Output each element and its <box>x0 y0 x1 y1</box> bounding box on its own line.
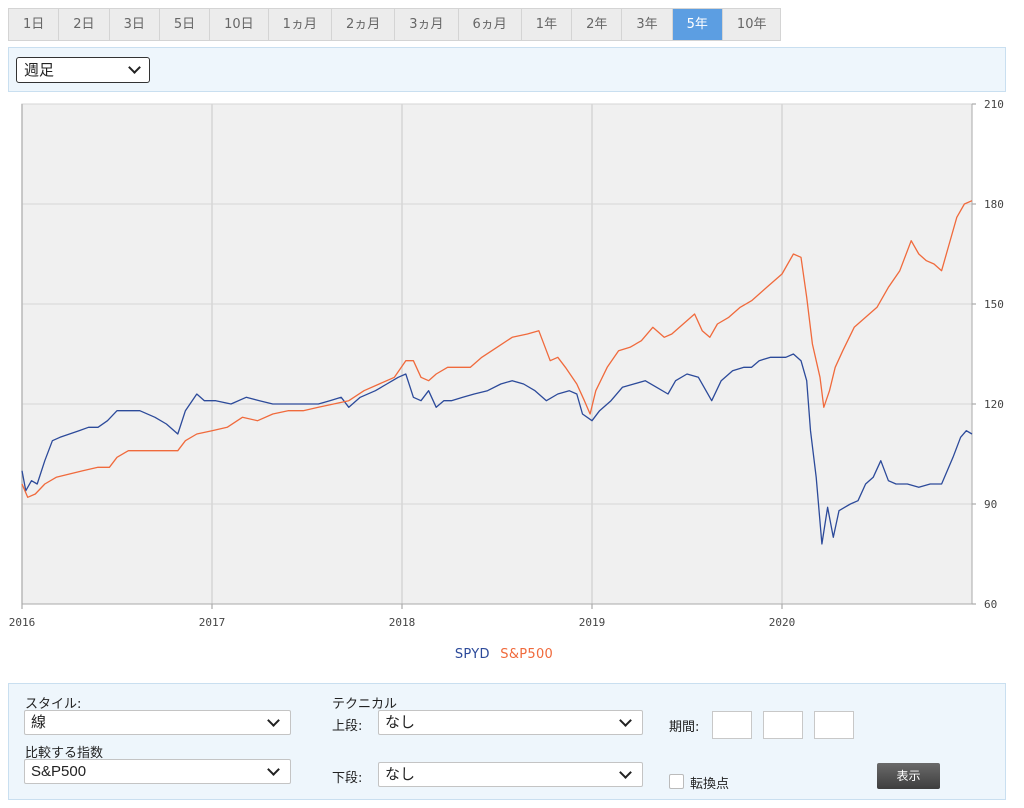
period-tab-7[interactable]: 3ヵ月 <box>395 9 459 40</box>
style-select-value: 線 <box>31 714 47 731</box>
period-tab-13[interactable]: 10年 <box>722 9 781 40</box>
chart-legend: SPYD S&P500 <box>0 647 1008 662</box>
technical-label: テクニカル <box>332 697 398 712</box>
frequency-select[interactable]: 週足 <box>16 57 150 83</box>
x-tick-label: 2019 <box>579 616 606 629</box>
period-input-3[interactable] <box>814 711 854 739</box>
pivot-label: 転換点 <box>690 777 730 792</box>
period-tab-10[interactable]: 2年 <box>572 9 623 40</box>
compare-label: 比較する指数 <box>25 746 104 761</box>
period-input-1[interactable] <box>712 711 752 739</box>
style-select[interactable]: 線 <box>24 710 291 735</box>
period-tab-5[interactable]: 1ヵ月 <box>268 9 332 40</box>
x-tick-label: 2017 <box>199 616 226 629</box>
chart-options-panel: スタイル: 線 比較する指数 S&P500 テクニカル 上段: なし 下段: な… <box>8 683 1006 800</box>
chevron-down-icon <box>619 714 632 727</box>
chevron-down-icon <box>128 61 141 74</box>
sp500-line <box>21 200 973 498</box>
period-tab-2[interactable]: 3日 <box>109 9 160 40</box>
upper-technical-select[interactable]: なし <box>378 710 643 735</box>
upper-technical-value: なし <box>385 714 416 731</box>
lower-technical-value: なし <box>385 766 416 783</box>
y-tick-label: 90 <box>984 498 997 511</box>
chevron-down-icon <box>267 714 280 727</box>
legend-spyd: SPYD <box>454 647 490 662</box>
y-tick-label: 150 <box>984 298 1004 311</box>
x-tick-label: 2018 <box>389 616 416 629</box>
lower-label: 下段: <box>332 771 363 786</box>
period-tab-3[interactable]: 5日 <box>159 9 211 40</box>
period-tab-8[interactable]: 6ヵ月 <box>458 9 522 40</box>
pivot-checkbox[interactable] <box>669 774 684 789</box>
style-label: スタイル: <box>25 697 82 712</box>
period-tab-11[interactable]: 3年 <box>622 9 673 40</box>
period-tab-6[interactable]: 2ヵ月 <box>331 9 396 40</box>
compare-select[interactable]: S&P500 <box>24 759 291 784</box>
period-tabs: 1日 2日 3日 5日 10日 1ヵ月 2ヵ月 3ヵ月 6ヵ月 1年 2年 3年 5年 10年 <box>8 8 782 41</box>
chevron-down-icon <box>619 766 632 779</box>
price-chart: 60 90 120 150 180 210 2016 2017 2018 2019 2020 <box>9 98 1004 629</box>
upper-label: 上段: <box>332 719 363 734</box>
y-tick-label: 120 <box>984 398 1004 411</box>
x-tick-label: 2016 <box>9 616 36 629</box>
spyd-line <box>21 353 973 545</box>
period-tab-0[interactable]: 1日 <box>9 9 60 40</box>
period-tab-1[interactable]: 2日 <box>59 9 110 40</box>
period-tab-9[interactable]: 1年 <box>521 9 573 40</box>
frequency-select-value: 週足 <box>24 61 55 79</box>
period-input-2[interactable] <box>763 711 803 739</box>
y-tick-label: 60 <box>984 598 997 611</box>
y-tick-label: 180 <box>984 198 1004 211</box>
chevron-down-icon <box>267 763 280 776</box>
show-button[interactable]: 表示 <box>877 763 940 789</box>
compare-select-value: S&P500 <box>31 763 87 780</box>
lower-technical-select[interactable]: なし <box>378 762 643 787</box>
x-tick-label: 2020 <box>769 616 796 629</box>
period-tab-4[interactable]: 10日 <box>210 9 269 40</box>
period-tab-12[interactable]: 5年 <box>672 9 723 40</box>
y-tick-label: 210 <box>984 98 1004 111</box>
legend-sp500: S&P500 <box>500 647 554 662</box>
plot-area <box>21 103 973 605</box>
frequency-bar: 週足 <box>8 47 1006 92</box>
period-label: 期間: <box>669 720 700 735</box>
